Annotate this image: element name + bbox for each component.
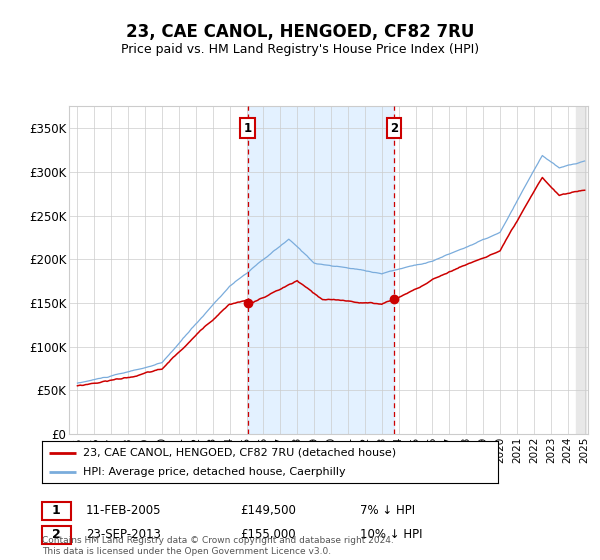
Text: £155,000: £155,000 <box>240 528 296 542</box>
Text: 7% ↓ HPI: 7% ↓ HPI <box>360 504 415 517</box>
Text: Price paid vs. HM Land Registry's House Price Index (HPI): Price paid vs. HM Land Registry's House … <box>121 43 479 56</box>
Text: 2: 2 <box>52 528 61 542</box>
Text: 23, CAE CANOL, HENGOED, CF82 7RU: 23, CAE CANOL, HENGOED, CF82 7RU <box>126 24 474 41</box>
Bar <box>576 106 587 434</box>
Text: 1: 1 <box>52 504 61 517</box>
Text: £149,500: £149,500 <box>240 504 296 517</box>
Text: Contains HM Land Registry data © Crown copyright and database right 2024.
This d: Contains HM Land Registry data © Crown c… <box>42 536 394 556</box>
Text: 10% ↓ HPI: 10% ↓ HPI <box>360 528 422 542</box>
Text: 23, CAE CANOL, HENGOED, CF82 7RU (detached house): 23, CAE CANOL, HENGOED, CF82 7RU (detach… <box>83 447 396 458</box>
Text: 23-SEP-2013: 23-SEP-2013 <box>86 528 161 542</box>
Text: 11-FEB-2005: 11-FEB-2005 <box>86 504 161 517</box>
Bar <box>248 106 394 434</box>
Text: 2: 2 <box>390 122 398 135</box>
Text: HPI: Average price, detached house, Caerphilly: HPI: Average price, detached house, Caer… <box>83 467 346 477</box>
Text: 1: 1 <box>244 122 252 135</box>
